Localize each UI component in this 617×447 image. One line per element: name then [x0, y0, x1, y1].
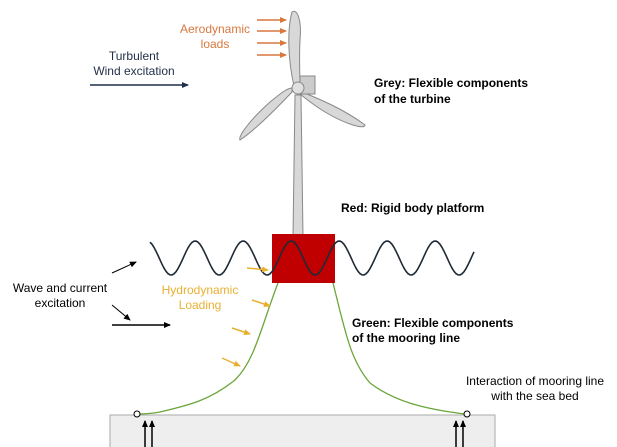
anchor — [463, 410, 471, 418]
label: excitation — [35, 296, 86, 310]
label: Wind excitation — [93, 64, 174, 78]
mooring-line — [136, 282, 279, 415]
label: Red: Rigid body platform — [341, 201, 484, 215]
label: Aerodynamic — [180, 22, 250, 36]
label: Hydrodynamic — [162, 283, 239, 297]
anchor — [133, 410, 141, 418]
mooring-line — [332, 282, 468, 415]
sea-bed — [109, 414, 496, 447]
label: of the mooring line — [352, 331, 460, 345]
label: with the sea bed — [490, 389, 578, 403]
label: loads — [201, 37, 230, 51]
label: Green: Flexible components — [352, 316, 514, 330]
label: Turbulent — [109, 49, 160, 63]
label: Interaction of mooring line — [466, 374, 604, 388]
label: Wave and current — [13, 281, 108, 295]
label: Grey: Flexible components — [374, 76, 528, 90]
wave — [149, 240, 475, 276]
label: Loading — [179, 298, 222, 312]
label: of the turbine — [374, 92, 451, 106]
turbine — [239, 10, 366, 237]
arrows — [90, 17, 466, 447]
